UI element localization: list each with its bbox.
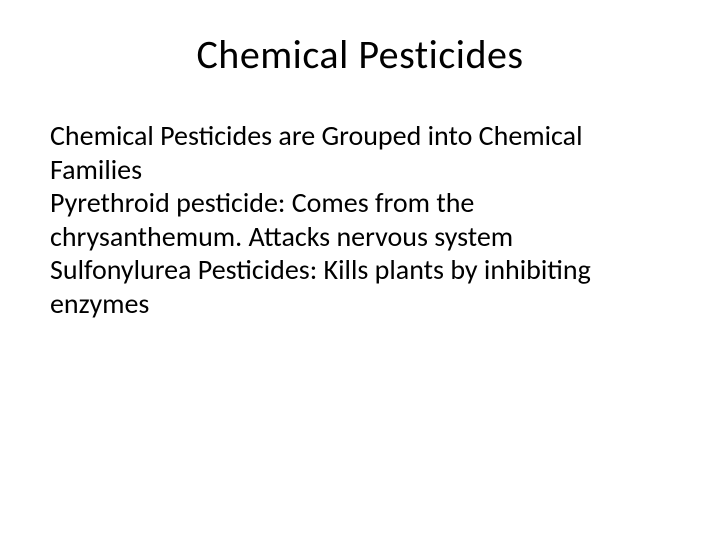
body-paragraph-3: Sulfonylurea Pesticides: Kills plants by… [50,253,670,320]
slide-container: Chemical Pesticides Chemical Pesticides … [0,0,720,540]
body-paragraph-2: Pyrethroid pesticide: Comes from the chr… [50,186,670,253]
slide-title: Chemical Pesticides [50,30,670,79]
body-paragraph-1: Chemical Pesticides are Grouped into Che… [50,119,670,186]
slide-body: Chemical Pesticides are Grouped into Che… [50,119,670,321]
